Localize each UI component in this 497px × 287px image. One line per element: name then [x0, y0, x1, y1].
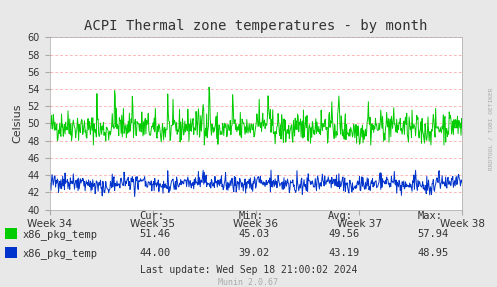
Y-axis label: Celsius: Celsius [12, 104, 22, 143]
Text: Max:: Max: [417, 211, 442, 221]
Text: Munin 2.0.67: Munin 2.0.67 [219, 278, 278, 287]
Text: 57.94: 57.94 [417, 229, 449, 238]
Text: Cur:: Cur: [139, 211, 164, 221]
Text: 48.95: 48.95 [417, 248, 449, 258]
Text: x86_pkg_temp: x86_pkg_temp [23, 229, 98, 240]
Text: x86_pkg_temp: x86_pkg_temp [23, 248, 98, 259]
Text: Min:: Min: [239, 211, 263, 221]
Text: Last update: Wed Sep 18 21:00:02 2024: Last update: Wed Sep 18 21:00:02 2024 [140, 265, 357, 275]
Bar [5, 247, 17, 258]
Text: 43.19: 43.19 [328, 248, 359, 258]
Text: 45.03: 45.03 [239, 229, 270, 238]
Text: RRDTOOL / TOBI OETIKER: RRDTOOL / TOBI OETIKER [489, 88, 494, 170]
Text: 49.56: 49.56 [328, 229, 359, 238]
Bar [5, 228, 17, 239]
Title: ACPI Thermal zone temperatures - by month: ACPI Thermal zone temperatures - by mont… [84, 19, 427, 33]
Text: Avg:: Avg: [328, 211, 353, 221]
Text: 51.46: 51.46 [139, 229, 170, 238]
Text: 44.00: 44.00 [139, 248, 170, 258]
Text: 39.02: 39.02 [239, 248, 270, 258]
